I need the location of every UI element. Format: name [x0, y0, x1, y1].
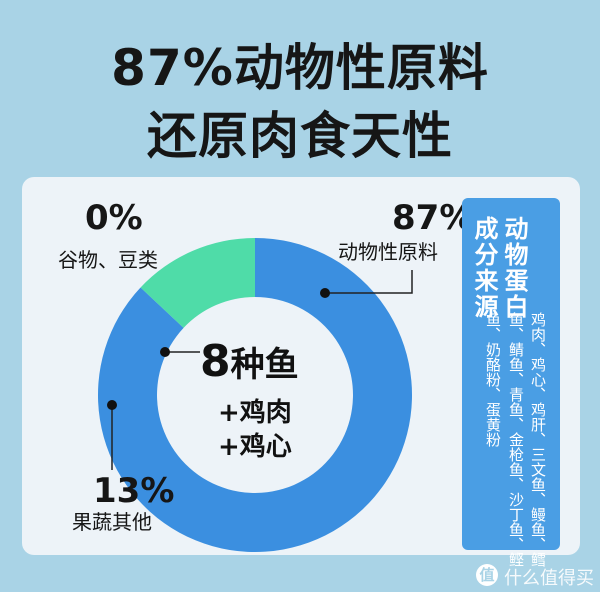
watermark-logo-icon: 值 [476, 564, 498, 586]
center-main-number: 8 [200, 336, 231, 387]
panel-line-1: 鸡肉、鸡心、鸡肝、三文鱼、鳗鱼、鳕 [529, 312, 547, 567]
headline-line-1: 87%动物性原料 [111, 39, 489, 97]
grain-leader-dot [160, 347, 170, 357]
grain-name-label: 谷物、豆类 [58, 248, 158, 272]
headline-line-2: 还原肉食天性 [147, 107, 453, 165]
veg-percent-label: 13% [93, 471, 175, 511]
center-sub-2: +鸡心 [218, 432, 292, 462]
veg-leader-dot [107, 400, 117, 410]
panel-title-1: 动物蛋白 [500, 216, 528, 320]
donut-slice-0 [97, 238, 413, 553]
animal-percent-label: 87% [392, 198, 474, 238]
watermark-text: 什么值得买 [504, 568, 594, 589]
panel-line-2: 鱼、鲭鱼、青鱼、金枪鱼、沙丁鱼、鲣 [507, 312, 525, 567]
animal-leader-line [325, 270, 413, 294]
veg-name-label: 果蔬其他 [72, 510, 152, 534]
grain-percent-label: 0% [85, 198, 143, 238]
animal-name-label: 动物性原料 [338, 240, 438, 264]
panel-line-3: 鱼、奶酪粉、蛋黄粉 [484, 312, 502, 447]
center-main-unit: 种鱼 [230, 345, 299, 385]
protein-source-panel [462, 198, 560, 550]
center-sub-1: +鸡肉 [218, 398, 292, 428]
center-main-text: 8种鱼 [200, 337, 320, 390]
donut-slice-1 [140, 238, 255, 328]
panel-title-2: 成分来源 [470, 216, 498, 320]
animal-leader-dot [320, 288, 330, 298]
